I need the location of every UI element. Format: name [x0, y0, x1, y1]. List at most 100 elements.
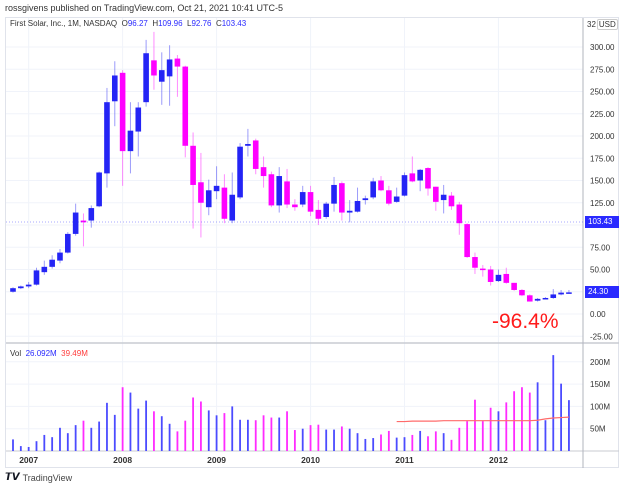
volume-bar [348, 428, 351, 451]
volume-bar [160, 416, 163, 451]
volume-bar [192, 397, 194, 451]
candle-body [292, 204, 298, 208]
volume-bar [19, 446, 22, 451]
volume-bar [74, 425, 77, 451]
candle-body [80, 220, 87, 223]
price-tick-label: 0.00 [590, 310, 606, 319]
volume-bar [106, 402, 108, 451]
volume-bar [168, 423, 171, 451]
volume-bar [536, 382, 539, 451]
candle-body [542, 297, 549, 300]
candle-body [174, 58, 181, 67]
candle-body [440, 194, 447, 201]
candle-body [339, 183, 345, 213]
chart-frame [5, 17, 619, 468]
volume-bar [113, 414, 116, 451]
candle-body [135, 107, 142, 132]
volume-bar [153, 411, 155, 451]
candle-body [503, 273, 510, 283]
time-tick-label: 2007 [19, 455, 38, 465]
candle-body [315, 209, 322, 219]
candle-body [480, 268, 486, 271]
candle-body [158, 70, 165, 82]
candle-body [409, 173, 416, 182]
volume-tick-label: 150M [590, 380, 610, 389]
volume-label: Vol [10, 349, 22, 358]
candle-body [182, 66, 189, 146]
candle-body [284, 181, 290, 205]
candle-body [104, 102, 110, 174]
candle-body [307, 192, 314, 212]
candle-body [558, 292, 564, 295]
price-tick-label: 175.00 [590, 154, 615, 163]
volume-bar [340, 426, 343, 451]
candle-body [10, 288, 16, 292]
volume-bar [544, 420, 547, 451]
volume-bar [247, 419, 249, 451]
candle-body [111, 75, 118, 102]
candle-body [331, 184, 337, 204]
volume-bar [552, 355, 555, 451]
volume-bar [12, 439, 14, 451]
volume-bar [262, 415, 265, 451]
volume-tick-label: 100M [590, 402, 610, 411]
volume-bar [395, 437, 398, 451]
candle-body [511, 282, 517, 290]
volume-bar [474, 399, 476, 451]
time-tick-label: 2012 [489, 455, 508, 465]
candle-body [237, 146, 243, 198]
volume-bar [129, 392, 132, 451]
price-tick-label: 300.00 [590, 43, 615, 52]
volume-bar [223, 413, 226, 451]
candle-body [448, 195, 455, 207]
candle-body [190, 145, 196, 185]
volume-ma-value: 39.49M [61, 349, 88, 358]
candle-body [417, 169, 423, 181]
percent-change-annotation: -96.4% [492, 310, 559, 333]
volume-bar [90, 427, 93, 451]
candle-body [425, 168, 431, 189]
candle-body [65, 233, 71, 253]
candle-body [49, 259, 55, 267]
volume-tick-label: 200M [590, 358, 610, 367]
price-tick-label: 225.00 [590, 110, 615, 119]
volume-bar [317, 424, 320, 451]
candle-body [268, 174, 275, 206]
price-axis-top: 32 USD [587, 19, 618, 30]
high-label: H [152, 19, 159, 28]
open-label: O [121, 19, 128, 28]
candle-body [88, 208, 95, 221]
volume-bar [528, 392, 531, 451]
candle-body [566, 292, 572, 294]
volume-bar [458, 427, 461, 451]
candle-body [127, 130, 134, 152]
candle-body [143, 53, 149, 103]
close-value: 103.43 [221, 19, 247, 28]
candle-body [41, 266, 48, 273]
candle-body [119, 72, 126, 152]
low-label: L [187, 19, 192, 28]
volume-bar [137, 408, 140, 451]
candle-body [229, 194, 236, 221]
volume-bar [207, 410, 210, 451]
tradingview-logo[interactable]: 𝙏𝙑 TradingView [5, 472, 72, 483]
volume-bar [98, 421, 101, 451]
candle-body [386, 190, 392, 204]
candle-body [464, 224, 470, 258]
candle-body [401, 175, 408, 196]
candle-body [323, 203, 329, 217]
volume-ma-line [396, 416, 569, 423]
volume-bar [121, 387, 124, 451]
brand-name: TradingView [22, 472, 73, 483]
volume-bar [411, 434, 414, 451]
candle-body [245, 144, 251, 146]
volume-bar [333, 429, 335, 451]
volume-legend: Vol 26.092M 39.49M [10, 349, 88, 358]
candle-body [433, 186, 439, 202]
volume-bar [427, 436, 429, 451]
candle-body [526, 295, 533, 302]
open-value: 96.27 [127, 19, 148, 28]
currency-button[interactable]: USD [596, 19, 618, 30]
candle-body [393, 196, 400, 202]
